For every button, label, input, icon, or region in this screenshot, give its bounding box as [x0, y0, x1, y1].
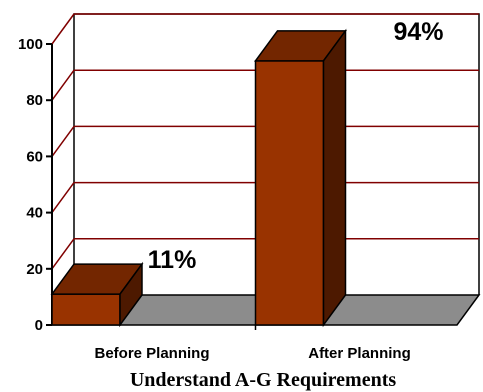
data-labels: 11% 94%	[148, 18, 444, 274]
y-axis	[46, 43, 257, 330]
bar-2	[254, 28, 347, 328]
x-axis-title: Understand A-G Requirements	[130, 369, 397, 391]
gridline-side	[51, 69, 75, 101]
gridline-side	[51, 125, 75, 157]
bars	[50, 28, 347, 328]
bar-front	[51, 293, 121, 326]
data-label-1: 11%	[148, 246, 197, 274]
category-labels: Before Planning After Planning	[94, 345, 410, 362]
y-tick-label: 60	[26, 148, 43, 165]
bar-1	[50, 261, 144, 328]
y-tick-label: 80	[26, 92, 43, 109]
bar-side	[322, 28, 347, 328]
y-tick-label: 100	[18, 36, 43, 53]
category-label-1: Before Planning	[94, 345, 209, 362]
gridline-side	[51, 182, 75, 214]
bar-side	[119, 261, 143, 328]
y-tick-labels: 0 20 40 60 80 100	[18, 36, 43, 334]
bar-front	[254, 60, 325, 326]
y-tick-label: 0	[35, 317, 43, 334]
gridline-side	[51, 238, 75, 270]
category-label-2: After Planning	[308, 345, 411, 362]
data-label-2: 94%	[393, 18, 443, 46]
gridline-side	[51, 13, 75, 45]
y-tick-label: 20	[26, 261, 43, 278]
y-tick-label: 40	[26, 205, 43, 222]
